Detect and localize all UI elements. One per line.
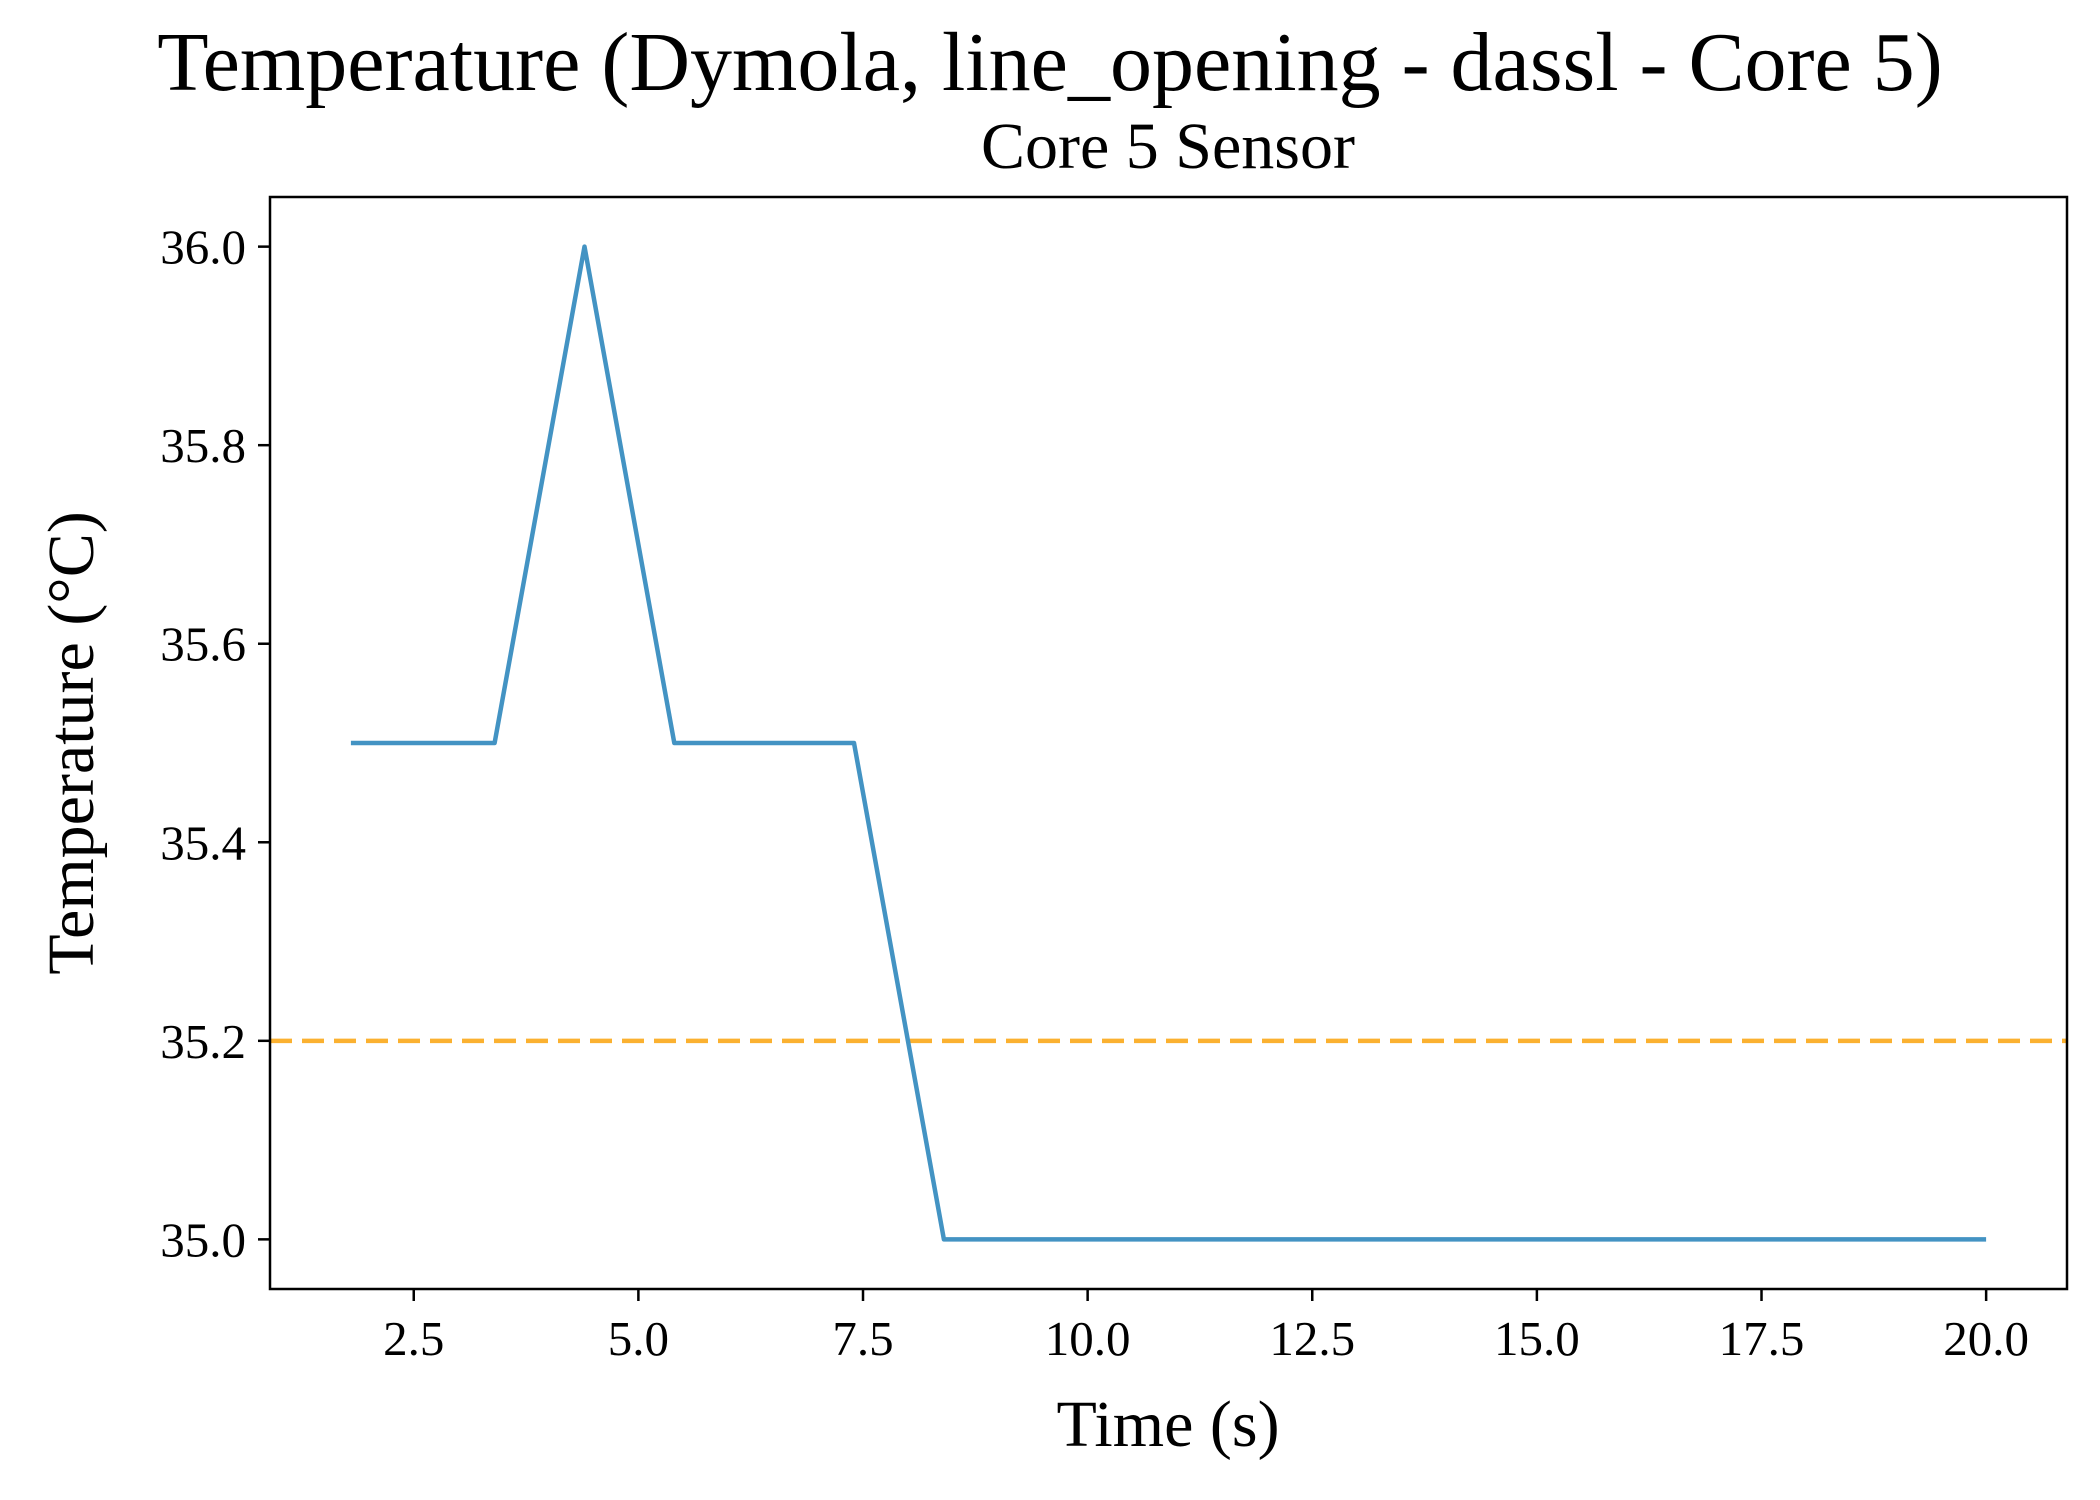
y-tick-label: 35.2 [160, 1014, 246, 1069]
y-tick-label: 35.8 [160, 418, 246, 473]
series-line-0 [350, 244, 1987, 1242]
axes-frame [268, 195, 2069, 1291]
x-tick-label: 15.0 [1494, 1311, 1580, 1366]
y-tick-label: 36.0 [160, 220, 246, 275]
series-lines [350, 244, 1987, 1242]
y-axis-ticks: 35.0 35.2 35.4 35.6 35.8 36.0 [160, 220, 270, 1267]
x-tick-label: 7.5 [832, 1311, 893, 1366]
y-tick-label: 35.4 [160, 815, 246, 870]
x-tick-label: 2.5 [383, 1311, 444, 1366]
x-tick-label: 12.5 [1269, 1311, 1355, 1366]
plot-area [270, 244, 2067, 1242]
x-axis-label: Time (s) [1056, 1388, 1279, 1461]
chart-subtitle: Core 5 Sensor [981, 110, 1355, 183]
chart-title: Temperature (Dymola, line_opening - dass… [157, 16, 1943, 109]
x-tick-label: 17.5 [1719, 1311, 1805, 1366]
y-tick-label: 35.6 [160, 617, 246, 672]
x-tick-label: 20.0 [1943, 1311, 2029, 1366]
x-tick-label: 10.0 [1045, 1311, 1131, 1366]
y-axis-label: Temperature (°C) [35, 511, 108, 974]
y-tick-label: 35.0 [160, 1212, 246, 1267]
x-tick-label: 5.0 [608, 1311, 669, 1366]
x-axis-ticks: 2.5 5.0 7.5 10.0 12.5 15.0 17.5 20.0 [383, 1289, 2029, 1366]
